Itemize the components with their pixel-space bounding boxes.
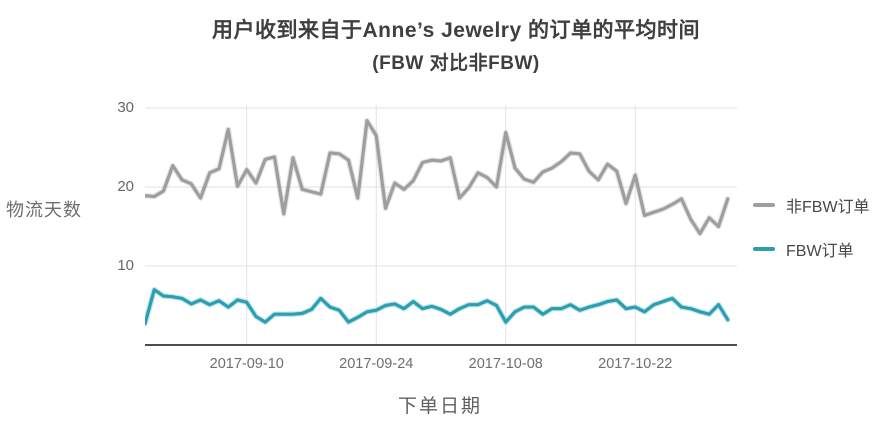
chart-title-line1: 用户收到来自于Anne’s Jewelry 的订单的平均时间	[212, 19, 700, 42]
plot-area	[145, 105, 737, 346]
y-tick-label: 10	[117, 257, 134, 274]
x-tick-label: 2017-09-24	[339, 356, 414, 372]
x-tick-label: 2017-10-22	[598, 356, 673, 372]
legend-item: 非FBW订单	[753, 193, 870, 217]
legend-label: 非FBW订单	[786, 199, 870, 216]
chart-title-line2: (FBW 对比非FBW)	[372, 53, 540, 74]
y-tick-label: 20	[117, 178, 134, 195]
y-axis-title: 物流天数	[6, 200, 82, 220]
x-axis-title: 下单日期	[397, 396, 482, 417]
legend: 非FBW订单 FBW订单	[753, 193, 870, 281]
series-line-非FBW订单	[145, 119, 730, 236]
legend-swatch-icon	[753, 203, 775, 207]
chart-title: 用户收到来自于Anne’s Jewelry 的订单的平均时间 (FBW 对比非F…	[0, 14, 896, 75]
legend-item: FBW订单	[753, 237, 870, 261]
y-tick-label: 30	[117, 99, 134, 116]
x-tick-label: 2017-10-08	[468, 356, 543, 372]
legend-swatch-icon	[753, 247, 775, 251]
x-tick-label: 2017-09-10	[209, 356, 284, 372]
legend-label: FBW订单	[786, 243, 854, 260]
series-halo-非FBW订单	[145, 117, 731, 237]
series-line-FBW订单	[145, 288, 730, 326]
